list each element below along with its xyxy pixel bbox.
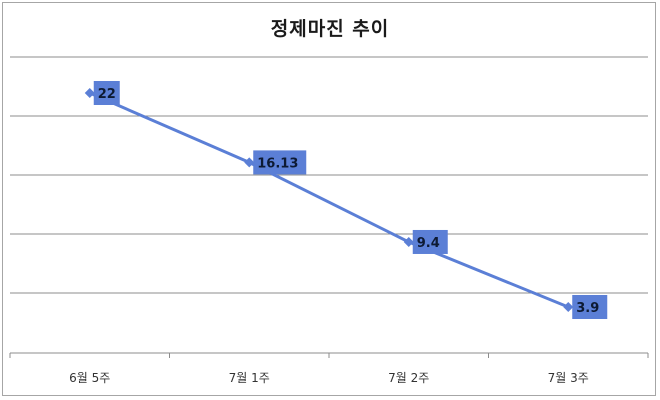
data-point-marker <box>84 88 95 98</box>
x-tick-label: 7월 3주 <box>548 371 589 385</box>
chart-frame <box>2 2 656 396</box>
data-label-box <box>412 229 448 254</box>
data-label: 16.13 <box>257 156 298 171</box>
x-tick-label: 7월 1주 <box>229 371 270 385</box>
data-label-box <box>253 150 307 175</box>
data-label-box <box>572 295 608 319</box>
x-tick-label: 6월 5주 <box>69 371 110 385</box>
data-label: 9.4 <box>417 236 440 251</box>
data-point-marker <box>244 157 255 168</box>
data-point-marker <box>563 302 574 312</box>
data-point-marker <box>403 236 414 247</box>
data-label: 3.9 <box>576 301 599 316</box>
data-label-box <box>93 81 120 105</box>
chart-title: 정제마진 추이 <box>270 18 390 40</box>
data-label: 22 <box>98 87 116 102</box>
series-line <box>89 91 569 309</box>
x-tick-label: 7월 2주 <box>388 371 429 385</box>
